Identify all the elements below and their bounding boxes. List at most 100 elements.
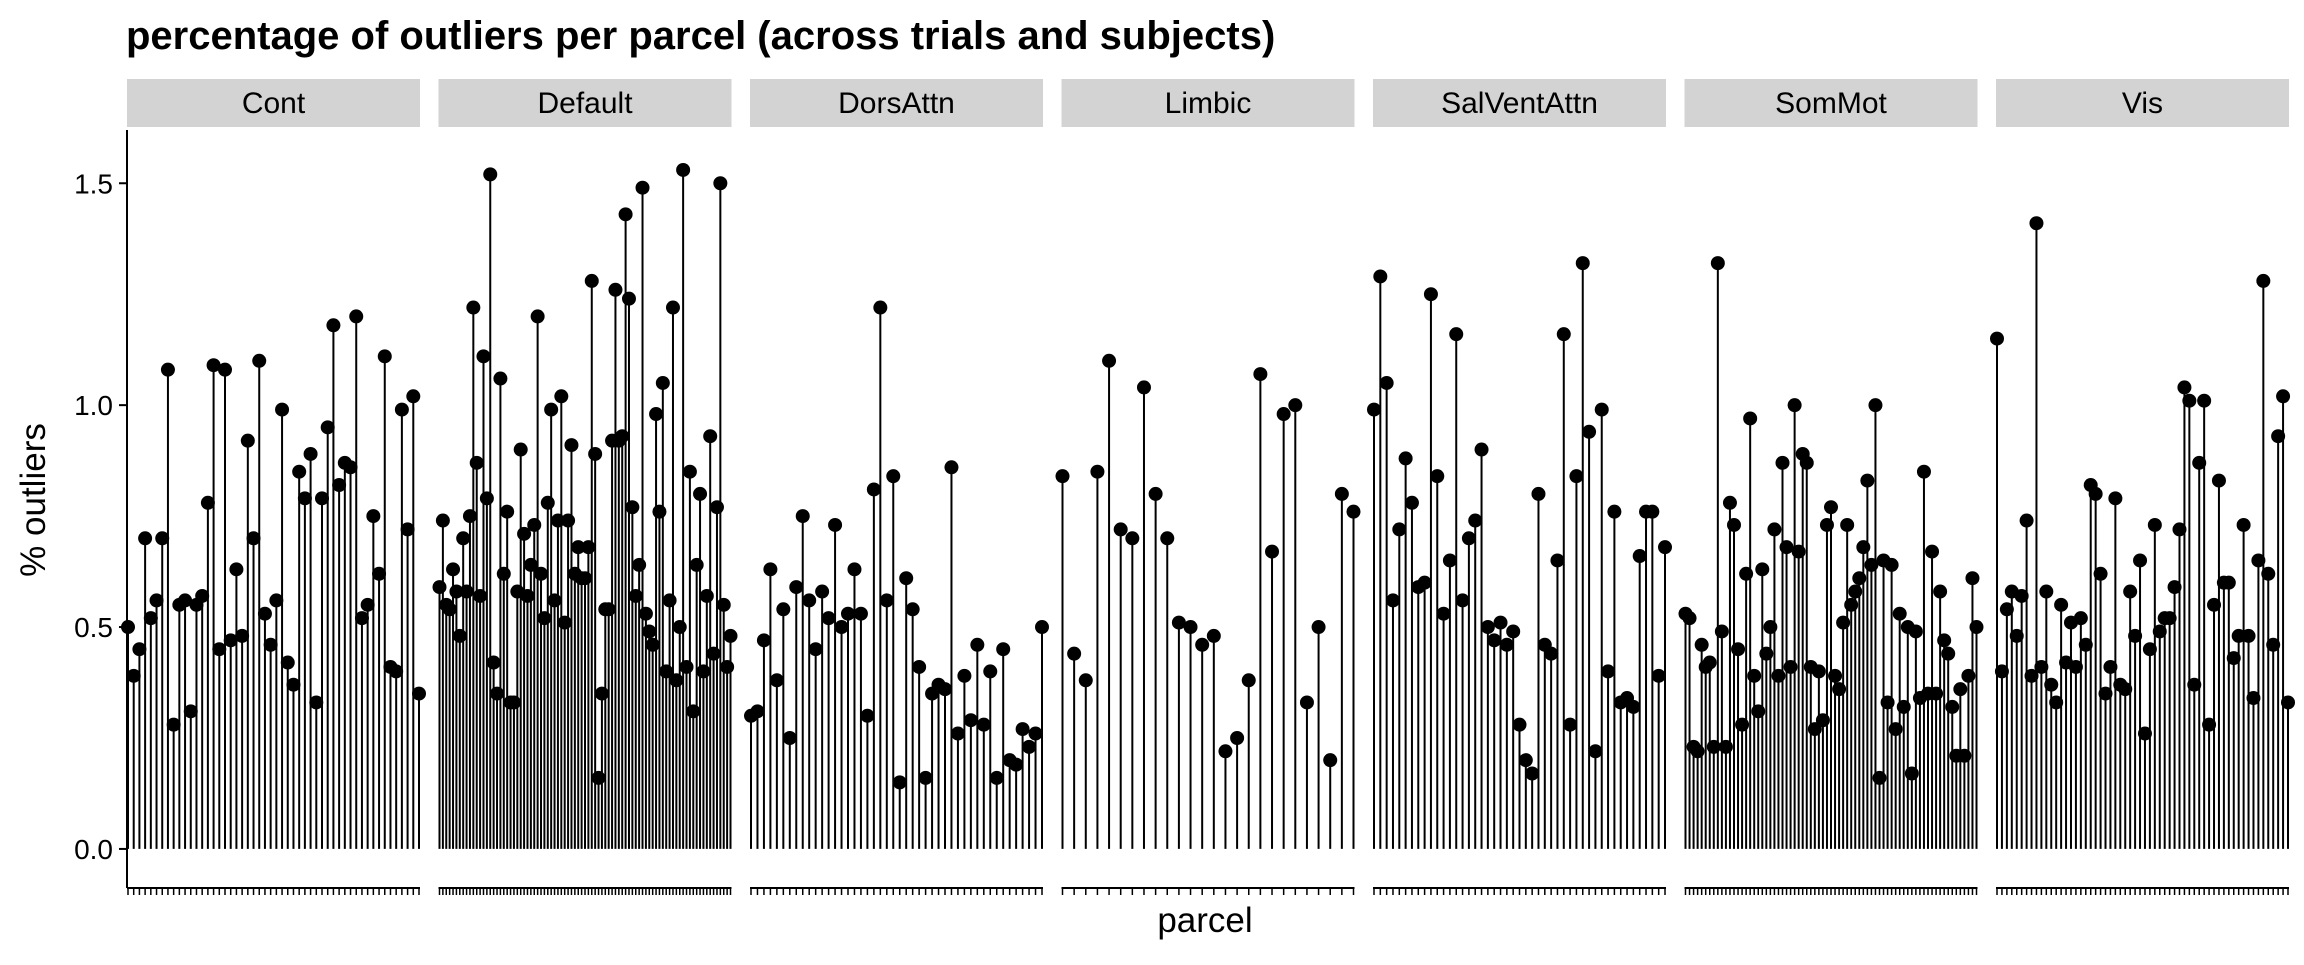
lollipop-point — [588, 446, 603, 461]
lollipop-point — [1430, 469, 1445, 484]
lollipop-point — [534, 566, 549, 581]
lollipop-point — [866, 482, 881, 497]
lollipop-point — [1499, 637, 1514, 652]
lollipop-point — [332, 478, 347, 493]
lollipop-point — [466, 300, 481, 315]
lollipop-point — [853, 606, 868, 621]
lollipop-point — [1588, 744, 1603, 759]
lollipop-point — [269, 593, 284, 608]
lollipop-point — [1455, 593, 1470, 608]
x-axis-title: parcel — [1157, 901, 1252, 940]
lollipop-point — [1710, 256, 1725, 271]
lollipop-point — [802, 593, 817, 608]
lollipop-point — [400, 522, 415, 537]
lollipop-point — [1731, 642, 1746, 657]
facet-panel-salventattn: SalVentAttn — [1367, 79, 1672, 895]
lollipop-point — [149, 593, 164, 608]
lollipop-point — [1067, 646, 1082, 661]
lollipop-point — [689, 557, 704, 572]
lollipop-point — [252, 353, 267, 368]
lollipop-point — [1417, 575, 1432, 590]
facet-panel-cont: Cont — [121, 79, 426, 895]
lollipop-point — [847, 562, 862, 577]
lollipop-point — [1632, 549, 1647, 564]
lollipop-point — [432, 580, 447, 595]
lollipop-point — [1241, 673, 1256, 688]
lollipop-point — [2014, 588, 2029, 603]
lollipop-point — [1487, 633, 1502, 648]
lollipop-point — [2142, 642, 2157, 657]
lollipop-point — [537, 611, 552, 626]
facet-panel-vis: Vis — [1990, 79, 2295, 895]
lollipop-point — [2167, 580, 2182, 595]
lollipop-point — [2251, 553, 2266, 568]
lollipop-point — [1743, 411, 1758, 426]
lollipop-point — [2162, 611, 2177, 626]
lollipop-point — [517, 526, 532, 541]
lollipop-point — [763, 562, 778, 577]
lollipop-point — [571, 540, 586, 555]
lollipop-point — [195, 588, 210, 603]
lollipop-point — [2147, 517, 2162, 532]
lollipop-point — [1392, 522, 1407, 537]
lollipop-point — [2256, 273, 2271, 288]
lollipop-point — [1276, 407, 1291, 422]
lollipop-point — [389, 664, 404, 679]
lollipop-point — [1550, 553, 1565, 568]
lollipop-point — [2137, 726, 2152, 741]
lollipop-point — [2261, 566, 2276, 581]
lollipop-point — [635, 180, 650, 195]
lollipop-point — [280, 655, 295, 670]
facet-strip — [1373, 79, 1666, 127]
lollipop-point — [527, 517, 542, 532]
lollipop-point — [957, 668, 972, 683]
lollipop-point — [303, 446, 318, 461]
lollipop-point — [178, 593, 193, 608]
facet-panel-limbic: Limbic — [1055, 79, 1361, 895]
lollipop-point — [1868, 398, 1883, 413]
lollipop-point — [320, 420, 335, 435]
lollipop-point — [1265, 544, 1280, 559]
lollipop-point — [1884, 557, 1899, 572]
lollipop-point — [1694, 637, 1709, 652]
lollipop-point — [554, 389, 569, 404]
y-tick-label: 0.0 — [74, 834, 113, 865]
lollipop-point — [1171, 615, 1186, 630]
lollipop-point — [821, 611, 836, 626]
lollipop-point — [645, 637, 660, 652]
facet-strip-label: SomMot — [1775, 87, 1887, 120]
facet-panel-dorsattn: DorsAttn — [744, 79, 1049, 895]
lollipop-point — [540, 495, 555, 510]
lollipop-point — [366, 509, 381, 524]
lollipop-point — [1999, 602, 2014, 617]
lollipop-point — [1601, 664, 1616, 679]
lollipop-point — [143, 611, 158, 626]
lollipop-point — [841, 606, 855, 621]
lollipop-point — [2226, 651, 2241, 666]
lollipop-point — [1945, 699, 1960, 714]
lollipop-point — [1658, 540, 1672, 555]
lollipop-point — [1969, 620, 1984, 635]
lollipop-point — [490, 686, 505, 701]
facet-strip-label: Default — [537, 87, 633, 120]
lollipop-point — [2073, 611, 2088, 626]
lollipop-point — [394, 402, 409, 417]
lollipop-point — [246, 531, 261, 546]
lollipop-point — [412, 686, 426, 701]
lollipop-point — [479, 491, 494, 506]
lollipop-point — [1160, 531, 1175, 546]
facet-strip-label: DorsAttn — [838, 87, 955, 120]
lollipop-point — [1953, 682, 1968, 697]
lollipop-point — [1090, 464, 1105, 479]
lollipop-point — [679, 659, 694, 674]
lollipop-point — [2182, 393, 2197, 408]
lollipop-point — [2009, 628, 2024, 643]
lollipop-point — [1442, 553, 1457, 568]
lollipop-point — [918, 770, 933, 785]
lollipop-point — [723, 628, 738, 643]
lollipop-point — [166, 717, 181, 732]
lollipop-point — [1941, 646, 1956, 661]
lollipop-point — [406, 389, 421, 404]
facet-strip-label: Limbic — [1165, 87, 1252, 120]
